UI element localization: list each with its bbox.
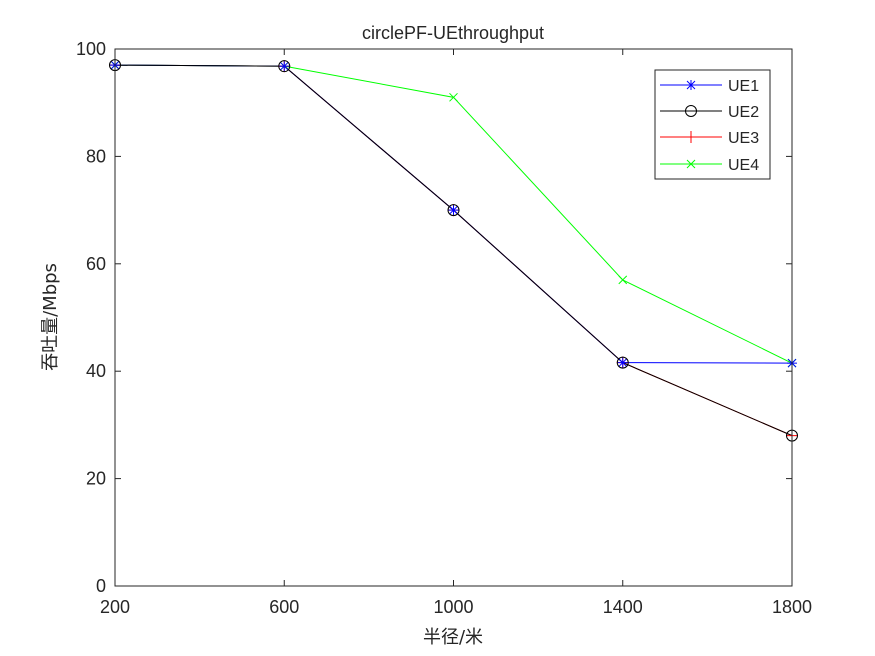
x-axis: 200 600 1000 1400 1800 bbox=[100, 49, 812, 617]
chart-title: circlePF-UEthroughput bbox=[362, 23, 544, 43]
data-point-ue2-1 bbox=[278, 60, 291, 73]
legend-label: UE3 bbox=[728, 130, 759, 147]
x-tick-label: 1400 bbox=[603, 597, 643, 617]
legend-marker bbox=[686, 159, 696, 169]
x-tick-label: 600 bbox=[269, 597, 299, 617]
legend-marker bbox=[686, 80, 696, 90]
data-point-ue4-2 bbox=[449, 92, 458, 102]
x-axis-label: 半径/米 bbox=[423, 627, 483, 648]
y-tick-label: 100 bbox=[76, 39, 106, 59]
x-tick-label: 200 bbox=[100, 597, 130, 617]
legend-item-ue4: UE4 bbox=[660, 157, 759, 174]
legend: UE1 UE2 UE3 UE4 bbox=[654, 69, 771, 180]
x-tick-label: 1000 bbox=[433, 597, 473, 617]
legend-item-ue2: UE2 bbox=[660, 104, 759, 121]
y-tick-label: 40 bbox=[86, 361, 106, 381]
legend-item-ue1: UE1 bbox=[660, 78, 759, 95]
y-tick-label: 80 bbox=[86, 146, 106, 166]
data-point-ue1-3 bbox=[617, 357, 628, 368]
legend-marker bbox=[685, 131, 697, 143]
y-tick-label: 20 bbox=[86, 469, 106, 489]
legend-label: UE4 bbox=[728, 157, 759, 174]
legend-item-ue3: UE3 bbox=[660, 130, 759, 147]
legend-label: UE2 bbox=[728, 104, 759, 121]
legend-marker bbox=[685, 105, 697, 117]
data-point-ue4-3 bbox=[618, 275, 628, 285]
y-tick-label: 0 bbox=[96, 576, 106, 596]
data-point-ue1-1 bbox=[279, 61, 290, 72]
y-axis: 0 20 40 60 80 100 bbox=[76, 39, 792, 596]
data-point-ue1-2 bbox=[448, 205, 459, 216]
legend-label: UE1 bbox=[728, 78, 759, 95]
y-tick-label: 60 bbox=[86, 254, 106, 274]
data-point-ue2-3 bbox=[616, 356, 629, 369]
x-tick-label: 1800 bbox=[772, 597, 812, 617]
y-axis-label: 吞吐量/Mbps bbox=[40, 263, 61, 371]
legend-box bbox=[654, 69, 771, 180]
data-point-ue2-2 bbox=[447, 204, 460, 217]
series-layer bbox=[109, 59, 798, 442]
